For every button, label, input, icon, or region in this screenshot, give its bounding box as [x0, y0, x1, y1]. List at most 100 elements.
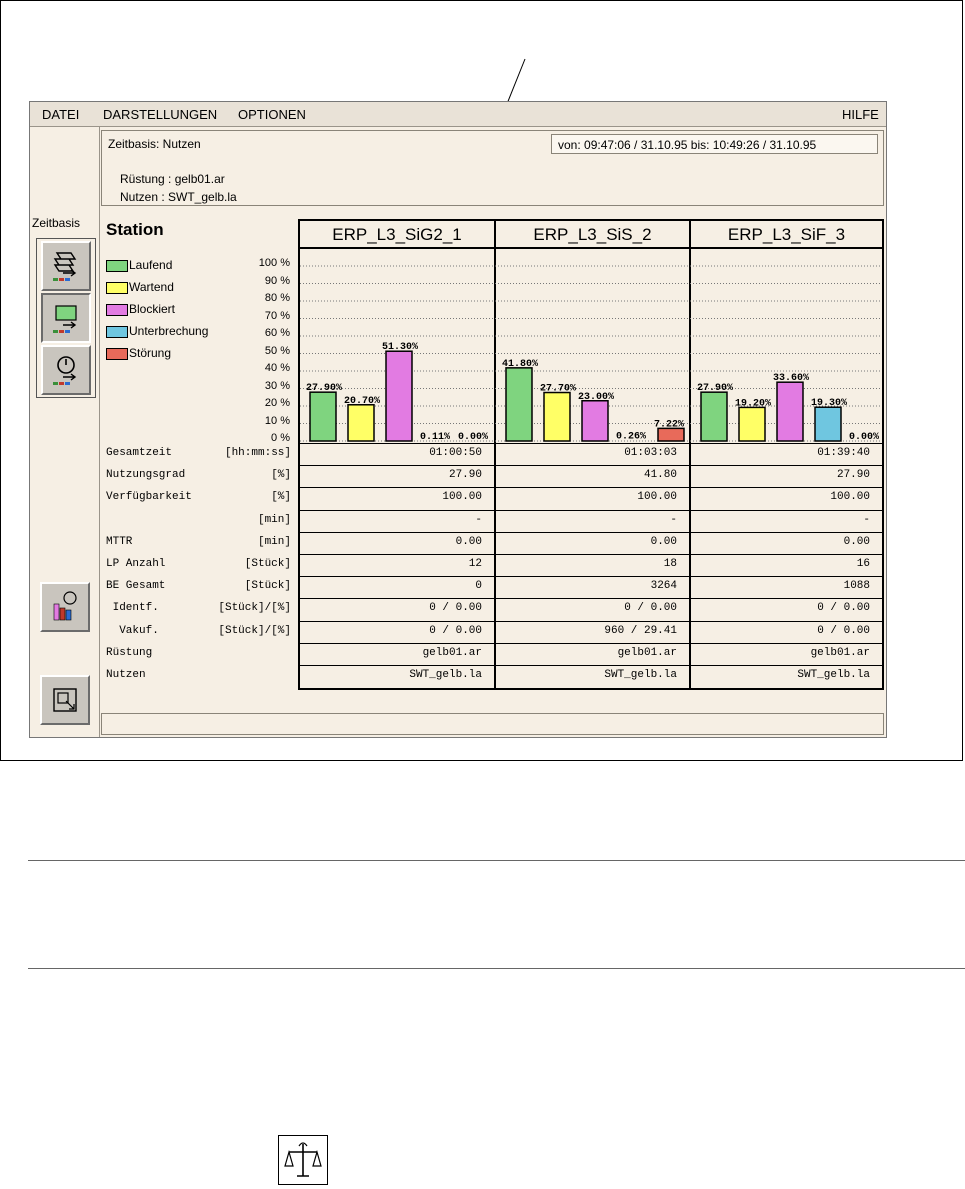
- table-row-label: Verfügbarkeit [%]: [106, 491, 291, 503]
- table-cell: 1088: [843, 580, 870, 593]
- row-unit: [hh:mm:ss]: [224, 447, 291, 459]
- station-header-2: ERP_L3_SiS_2: [496, 221, 689, 249]
- table-row-divider: [300, 665, 882, 666]
- table-cell: 12: [468, 558, 482, 570]
- exit-window-icon: [53, 688, 77, 712]
- stacked-layers-icon: [53, 252, 77, 281]
- column-divider: [494, 221, 496, 688]
- table-cell: 01:03:03: [624, 447, 677, 459]
- station-chart: ERP_L3_SiG2_1 ERP_L3_SiS_2 ERP_L3_SiF_3 …: [298, 219, 884, 690]
- station-header-3: ERP_L3_SiF_3: [691, 221, 882, 249]
- bar-unterbrechung-3: [814, 406, 842, 442]
- legend-label: Laufend: [129, 258, 173, 272]
- menu-hilfe[interactable]: HILFE: [842, 107, 879, 122]
- menu-bar: DATEI DARSTELLUNGEN OPTIONEN HILFE: [30, 102, 886, 127]
- table-row-divider: [300, 620, 882, 622]
- nutzen-info: Nutzen : SWT_gelb.la: [120, 190, 237, 204]
- legend-blockiert: Blockiert: [106, 302, 175, 316]
- table-cell: 01:00:50: [429, 447, 482, 459]
- menu-darstellungen[interactable]: DARSTELLUNGEN: [103, 107, 218, 122]
- table-cell: 960 / 29.41: [604, 624, 677, 637]
- clock-icon: [53, 356, 77, 385]
- application-window: DATEI DARSTELLUNGEN OPTIONEN HILFE Zeitb…: [29, 101, 887, 738]
- table-row-divider: [300, 487, 882, 489]
- screenshot-frame: DATEI DARSTELLUNGEN OPTIONEN HILFE Zeitb…: [0, 0, 963, 761]
- row-name: Rüstung: [106, 646, 153, 659]
- zeitbasis-nutzen-button[interactable]: [41, 293, 91, 343]
- table-cell: gelb01.ar: [617, 646, 677, 659]
- bar-laufend-3: [700, 391, 728, 442]
- row-name: Verfügbarkeit: [106, 491, 192, 504]
- table-cell: gelb01.ar: [810, 646, 870, 659]
- table-row-label: Rüstung: [106, 647, 291, 659]
- table-cell: -: [670, 513, 677, 526]
- row-unit: [%]: [271, 469, 291, 482]
- statistics-button[interactable]: [40, 582, 90, 632]
- bar-value-label: 0.00%: [458, 432, 488, 443]
- legend-stoerung: Störung: [106, 346, 171, 360]
- table-row-label: MTTR [min]: [106, 536, 291, 548]
- info-panel: Zeitbasis: Nutzen von: 09:47:06 / 31.10.…: [101, 130, 884, 206]
- row-name: Nutzungsgrad: [106, 469, 186, 482]
- menu-datei[interactable]: DATEI: [42, 107, 80, 122]
- bar-value-label: 0.00%: [849, 432, 879, 443]
- row-unit: [Stück]: [244, 558, 291, 570]
- bar-blockiert-2: [581, 400, 609, 442]
- y-tick-label: 90 %: [264, 274, 290, 287]
- left-toolbar: Zeitbasis: [30, 127, 100, 737]
- monitor-icon: [53, 305, 77, 333]
- table-cell: 0 / 0.00: [429, 624, 482, 637]
- bar-wartend-1: [347, 404, 375, 442]
- exit-button[interactable]: [40, 675, 90, 725]
- table-row-label: BE Gesamt [Stück]: [106, 580, 291, 592]
- bar-value-label: 0.26%: [616, 432, 646, 443]
- bar-value-label: 27.90%: [306, 383, 342, 394]
- table-cell: 27.90: [448, 469, 482, 482]
- table-cell: 0.00: [843, 535, 870, 548]
- status-bar: [101, 713, 884, 735]
- row-unit: [Stück]/[%]: [218, 602, 291, 615]
- ruestung-info: Rüstung : gelb01.ar: [120, 172, 225, 186]
- table-cell: -: [863, 513, 870, 526]
- bar-value-label: 7.22%: [654, 419, 684, 430]
- y-tick-label: 40 %: [264, 362, 290, 374]
- table-row-label: Nutzungsgrad [%]: [106, 469, 291, 481]
- bar-value-label: 27.90%: [697, 383, 733, 394]
- bar-value-label: 20.70%: [344, 396, 380, 407]
- legend-label: Wartend: [129, 280, 174, 294]
- bar-value-label: 27.70%: [540, 384, 576, 395]
- y-tick-label: 60 %: [264, 327, 290, 339]
- row-unit: [Stück]/[%]: [218, 624, 291, 637]
- table-row-divider: [300, 509, 882, 511]
- bar-blockiert-1: [385, 350, 413, 442]
- table-cell: SWT_gelb.la: [604, 669, 677, 681]
- legend-wartend: Wartend: [106, 280, 174, 294]
- y-tick-label: 0 %: [271, 432, 290, 444]
- legend-label: Unterbrechung: [129, 324, 209, 338]
- legend-swatch: [106, 281, 128, 294]
- balance-scale-icon: [278, 1135, 328, 1185]
- table-cell: 41.80: [643, 469, 677, 482]
- table-cell: 0.00: [455, 535, 482, 548]
- table-row-divider: [300, 642, 882, 644]
- row-name: Vakuf.: [106, 624, 159, 637]
- menu-optionen[interactable]: OPTIONEN: [238, 107, 306, 122]
- bar-value-label: 33.60%: [773, 373, 809, 384]
- column-divider: [689, 221, 691, 688]
- table-cell: 18: [663, 558, 677, 570]
- legend-swatch: [106, 325, 128, 338]
- bar-value-label: 51.30%: [382, 342, 418, 353]
- row-name: Gesamtzeit: [106, 447, 173, 459]
- table-cell: 0 / 0.00: [429, 602, 482, 615]
- y-tick-label: 70 %: [264, 309, 290, 322]
- table-cell: -: [475, 513, 482, 526]
- zeitbasis-ruesten-button[interactable]: [41, 241, 91, 291]
- bar-value-label: 41.80%: [502, 359, 538, 370]
- zeitbasis-zeit-button[interactable]: [41, 345, 91, 395]
- row-name: Nutzen: [106, 669, 146, 681]
- zeitbasis-button-group: [36, 238, 96, 398]
- table-cell: 100.00: [830, 491, 870, 504]
- bar-value-label: 19.20%: [735, 398, 771, 409]
- table-cell: 100.00: [637, 491, 677, 504]
- row-unit: [min]: [257, 513, 291, 526]
